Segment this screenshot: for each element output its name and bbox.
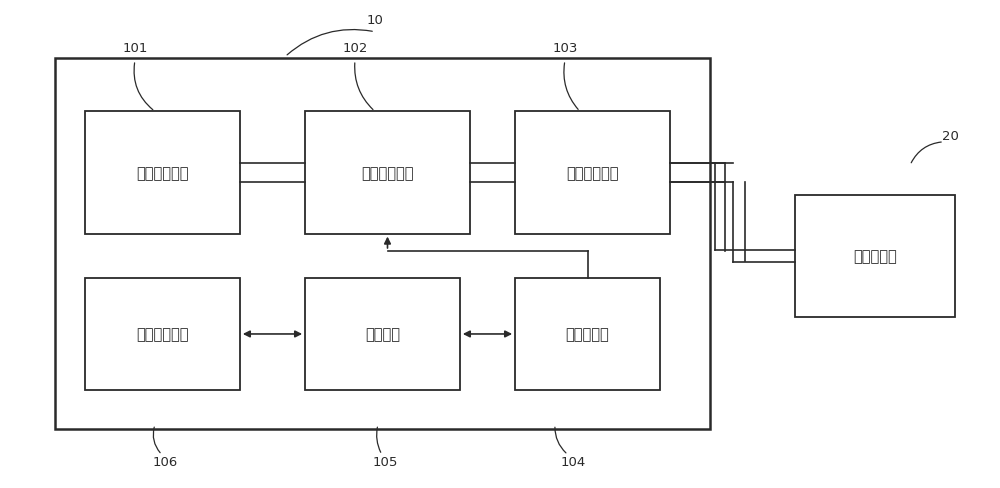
- Text: 功率输出单元: 功率输出单元: [566, 166, 619, 181]
- Text: 控制单元: 控制单元: [365, 327, 400, 342]
- Bar: [515, 112, 670, 234]
- Text: 20: 20: [942, 130, 958, 143]
- Text: 102: 102: [342, 42, 368, 55]
- Text: 人机交互单元: 人机交互单元: [136, 327, 189, 342]
- Text: 10: 10: [367, 14, 383, 27]
- Bar: [85, 278, 240, 390]
- Text: 待焊接工件: 待焊接工件: [853, 249, 897, 264]
- Bar: [305, 112, 470, 234]
- Bar: [305, 278, 460, 390]
- Text: 波形发生器: 波形发生器: [566, 327, 609, 342]
- Text: 104: 104: [560, 455, 586, 468]
- Text: 101: 101: [122, 42, 148, 55]
- Bar: [85, 112, 240, 234]
- Text: 功率变换单元: 功率变换单元: [361, 166, 414, 181]
- Text: 105: 105: [372, 455, 398, 468]
- Text: 103: 103: [552, 42, 578, 55]
- Bar: [55, 59, 710, 429]
- Bar: [795, 195, 955, 317]
- Text: 功率输入单元: 功率输入单元: [136, 166, 189, 181]
- Bar: [515, 278, 660, 390]
- Text: 106: 106: [152, 455, 178, 468]
